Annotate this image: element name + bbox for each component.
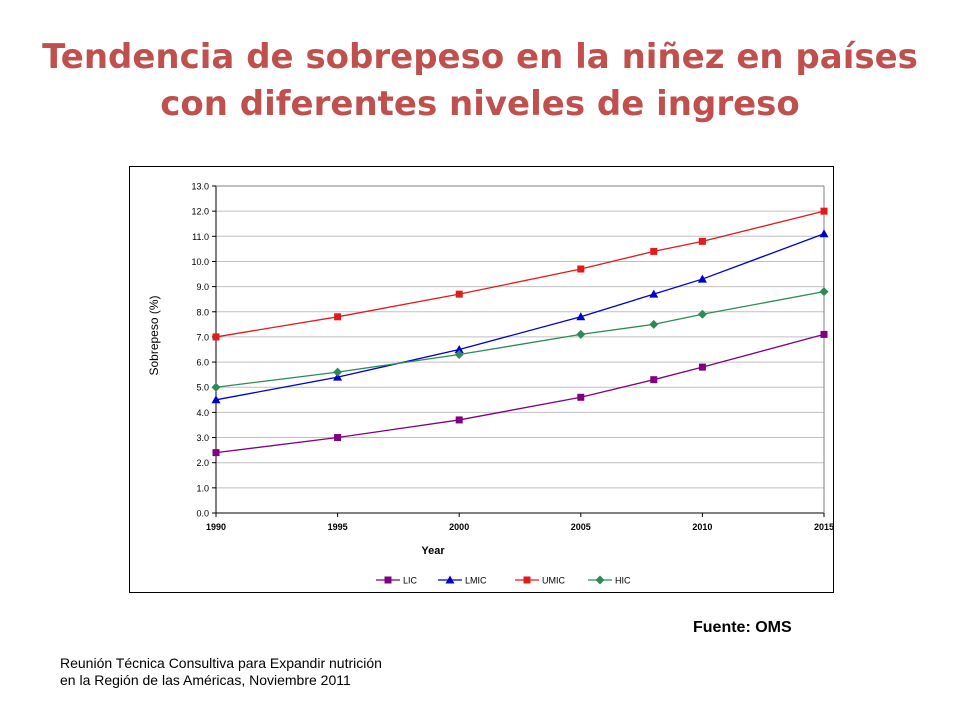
data-point-hic [697, 309, 707, 319]
y-tick-label: 9.0 [196, 282, 209, 292]
legend-marker-hic [595, 575, 605, 585]
series-line-umic [215, 210, 825, 338]
data-point-hic [454, 350, 464, 360]
data-point-umic [698, 237, 706, 245]
chart-frame: 0.0 1.0 2.0 3.0 4.0 5.0 6.0 7.0 8.0 9.0 10.0 11.0 12… [129, 166, 834, 593]
x-tick-label: 2000 [449, 522, 469, 532]
data-point-lmic [333, 372, 343, 381]
data-point-umic [334, 313, 342, 321]
legend-marker-lic [384, 576, 392, 584]
y-tick-label: 0.0 [196, 509, 209, 519]
x-axis-title: Year [421, 545, 445, 557]
data-point-hic [211, 382, 221, 392]
x-tick-label: 1990 [206, 522, 226, 532]
data-point-umic [820, 207, 828, 215]
data-point-lmic [211, 395, 221, 404]
data-point-lic [650, 376, 658, 384]
data-point-umic [455, 290, 463, 298]
data-point-lmic [454, 345, 464, 353]
legend-label-lic: LIC [403, 576, 418, 586]
data-point-umic [650, 247, 658, 255]
data-point-lmic [576, 312, 586, 321]
data-point-lic [577, 393, 585, 401]
line-chart: 0.0 1.0 2.0 3.0 4.0 5.0 6.0 7.0 8.0 9.0 10.0 11.0 12… [147, 182, 833, 586]
y-tick-label: 4.0 [196, 408, 209, 418]
legend-label-hic: HIC [615, 576, 631, 586]
slide-title: Tendencia de sobrepeso en la niñez en pa… [42, 37, 918, 124]
y-tick-label: 8.0 [196, 307, 209, 317]
y-axis-title: Sobrepeso (%) [147, 295, 161, 375]
data-point-hic [649, 319, 659, 329]
data-point-lmic [819, 229, 829, 238]
data-point-lic [212, 449, 220, 457]
data-point-hic [333, 367, 343, 377]
data-point-lic [820, 330, 828, 338]
data-point-umic [212, 333, 220, 341]
data-point-lic [698, 363, 706, 371]
data-point-lmic [697, 274, 707, 283]
series-line-lmic [215, 233, 825, 401]
data-point-lmic [649, 289, 659, 298]
footer-note: Reunión Técnica Consultiva para Expandir… [60, 655, 382, 688]
y-tick-label: 11.0 [192, 232, 209, 242]
data-point-hic [576, 329, 586, 339]
series-line-hic [215, 291, 825, 388]
data-point-hic [819, 287, 829, 297]
x-tick-label: 1995 [328, 522, 348, 532]
y-tick-label: 3.0 [196, 433, 209, 443]
data-point-umic [577, 265, 585, 273]
y-tick-label: 13.0 [191, 182, 209, 192]
data-point-lic [334, 434, 342, 442]
data-point-lic [455, 416, 463, 424]
legend-marker-umic [523, 576, 531, 584]
y-tick-label: 12.0 [191, 207, 209, 217]
legend-label-lmic: LMIC [465, 576, 487, 586]
x-tick-label: 2005 [571, 522, 591, 532]
legend-marker-lmic [445, 575, 455, 584]
y-tick-label: 1.0 [196, 483, 209, 493]
y-tick-label: 10.0 [191, 257, 209, 267]
y-tick-label: 5.0 [196, 383, 209, 393]
y-tick-label: 7.0 [196, 332, 209, 342]
legend-label-umic: UMIC [542, 576, 565, 586]
y-tick-label: 6.0 [196, 358, 209, 368]
source-label: Fuente: OMS [693, 619, 792, 636]
series-line-lic [215, 333, 825, 454]
y-tick-label: 2.0 [196, 458, 209, 468]
x-tick-label: 2010 [692, 522, 712, 532]
x-tick-label: 2015 [814, 522, 833, 532]
